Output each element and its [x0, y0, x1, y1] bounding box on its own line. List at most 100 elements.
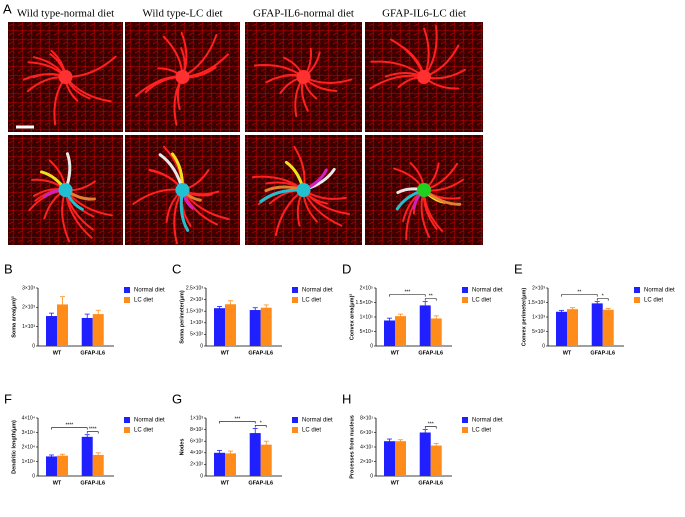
legend-swatch — [124, 287, 130, 293]
x-tick-label: WT — [53, 480, 62, 486]
y-tick-label: 2×10³ — [22, 305, 35, 311]
y-tick-label: 0 — [542, 343, 545, 349]
bar — [57, 304, 68, 346]
y-tick-label: 4×10² — [190, 450, 203, 456]
y-tick-label: 4×10⁴ — [22, 415, 35, 421]
legend-label: LC diet — [134, 428, 153, 434]
bar — [556, 311, 567, 346]
y-axis-label: Soma area(μm)² — [10, 296, 17, 338]
y-tick-label: 0 — [370, 343, 373, 349]
bar — [430, 445, 442, 476]
y-tick-label: 1×10⁵ — [360, 314, 373, 320]
bar — [430, 318, 442, 346]
legend-label: Normal diet — [302, 418, 333, 424]
traced-soma — [58, 183, 73, 197]
legend-swatch — [292, 287, 298, 293]
significance-bracket — [51, 427, 88, 430]
bar — [395, 441, 406, 476]
y-tick-label: 0 — [32, 343, 35, 349]
bar — [602, 309, 614, 346]
y-tick-label: 1×10³ — [190, 320, 203, 326]
y-tick-label: 3×10³ — [22, 285, 35, 291]
legend-label: LC diet — [644, 298, 663, 304]
x-tick-label: GFAP-IL6 — [418, 480, 443, 486]
bar — [419, 432, 431, 476]
y-tick-label: 2×10³ — [190, 297, 203, 303]
y-axis-label: Dendritic length(μm) — [11, 420, 17, 474]
bar — [92, 314, 104, 346]
x-tick-label: WT — [563, 350, 572, 356]
x-tick-label: WT — [391, 480, 400, 486]
micrographs — [8, 22, 483, 245]
cell-processes — [135, 31, 229, 126]
bar — [384, 320, 395, 346]
significance-bracket — [86, 431, 99, 434]
legend-label: Normal diet — [134, 418, 165, 424]
bar — [225, 304, 236, 346]
y-axis-label: Convex area(μm)² — [348, 294, 355, 341]
x-tick-label: GFAP-IL6 — [248, 480, 273, 486]
significance-bracket — [424, 298, 437, 301]
bar — [260, 444, 272, 476]
x-tick-label: GFAP-IL6 — [590, 350, 615, 356]
cell-body — [417, 70, 431, 84]
legend-swatch — [462, 297, 468, 303]
x-tick-label: WT — [53, 350, 62, 356]
x-tick-label: WT — [391, 350, 400, 356]
y-tick-label: 8×10² — [190, 427, 203, 433]
panel-label: G — [172, 391, 182, 406]
legend-swatch — [124, 297, 130, 303]
y-tick-label: 4×10¹ — [360, 444, 373, 450]
legend-swatch — [462, 427, 468, 433]
significance-label: *** — [428, 421, 434, 427]
panel-label: B — [4, 261, 13, 276]
y-tick-label: 2×10¹ — [360, 459, 373, 465]
y-tick-label: 1×10³ — [190, 415, 203, 421]
panel-label: A — [3, 1, 12, 16]
x-tick-label: GFAP-IL6 — [80, 350, 105, 356]
legend-swatch — [462, 417, 468, 423]
panel-label: E — [514, 261, 523, 276]
legend-swatch — [634, 287, 640, 293]
y-tick-label: 0 — [370, 473, 373, 479]
legend-label: Normal diet — [472, 288, 503, 294]
significance-label: * — [602, 293, 604, 299]
legend-label: LC diet — [302, 298, 321, 304]
legend-swatch — [124, 417, 130, 423]
x-tick-label: WT — [221, 480, 230, 486]
legend-swatch — [634, 297, 640, 303]
cell-processes — [369, 24, 467, 90]
significance-label: **** — [65, 423, 73, 429]
significance-bracket — [389, 294, 426, 297]
y-tick-label: 2×10⁵ — [360, 285, 373, 291]
significance-bracket — [596, 298, 609, 301]
y-axis-label: Convex perimeter(μm) — [521, 288, 527, 347]
bar — [249, 310, 261, 346]
y-tick-label: 5×10² — [532, 329, 545, 335]
significance-label: * — [260, 420, 262, 426]
bar — [214, 308, 225, 346]
legend-label: LC diet — [472, 298, 491, 304]
legend-swatch — [124, 427, 130, 433]
y-tick-label: 1.5×10⁵ — [355, 300, 373, 306]
x-tick-label: GFAP-IL6 — [248, 350, 273, 356]
bar — [214, 452, 225, 476]
cell-body — [58, 70, 73, 84]
bar — [46, 456, 57, 476]
significance-bracket — [219, 421, 256, 424]
legend-label: LC diet — [134, 298, 153, 304]
y-tick-label: 1×10³ — [532, 314, 545, 320]
panel-label: D — [342, 261, 351, 276]
x-tick-label: GFAP-IL6 — [418, 350, 443, 356]
significance-label: *** — [234, 416, 240, 422]
bar — [249, 433, 261, 476]
y-tick-label: 2×10² — [190, 462, 203, 468]
y-tick-label: 5×10² — [190, 332, 203, 338]
cell-processes — [253, 47, 353, 117]
y-tick-label: 3×10⁴ — [22, 430, 35, 436]
significance-label: ** — [577, 289, 581, 295]
significance-bracket — [254, 425, 267, 428]
y-tick-label: 6×10¹ — [360, 430, 373, 436]
y-tick-label: 0 — [200, 473, 203, 479]
bar — [46, 316, 57, 346]
